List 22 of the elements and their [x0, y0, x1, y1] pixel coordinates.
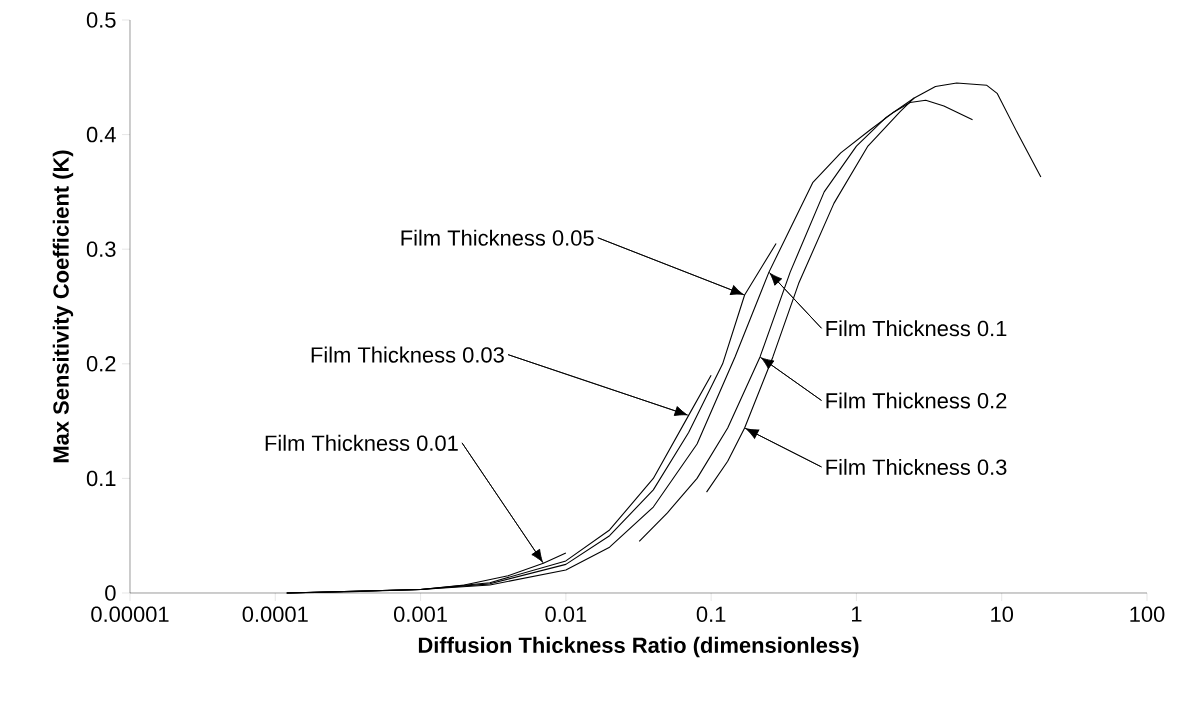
x-tick-label: 0.0001 [242, 606, 308, 623]
annotation: Film Thickness 0.01 [265, 434, 458, 451]
x-tick-label: 1 [852, 606, 862, 622]
x-tick-label: 100 [1130, 606, 1165, 623]
y-tick-label: 0.4 [86, 126, 116, 143]
y-tick-label: 0 [105, 585, 116, 601]
x-tick-label: 10 [991, 606, 1014, 623]
annotation: Film Thickness 0.1 [826, 320, 1007, 337]
y-tick-label: 0.5 [86, 12, 116, 28]
x-tick-label: 0.00001 [91, 606, 169, 623]
y-axis-title: Max Sensitivity Coefficient (K) [52, 150, 74, 463]
x-tick-label: 0.001 [394, 606, 447, 623]
x-tick-label: 0.1 [696, 606, 726, 623]
y-tick-label: 0.2 [86, 356, 116, 372]
x-tick-label: 0.01 [545, 606, 587, 623]
y-tick-label: 0.1 [86, 470, 116, 487]
annotation: Film Thickness 0.3 [826, 458, 1007, 475]
annotation: Film Thickness 0.05 [401, 229, 594, 246]
annotation: Film Thickness 0.2 [826, 392, 1007, 409]
annotation: Film Thickness 0.03 [311, 346, 504, 363]
x-axis-title: Diffusion Thickness Ratio (dimensionless) [418, 636, 859, 658]
y-tick-label: 0.3 [86, 241, 116, 257]
